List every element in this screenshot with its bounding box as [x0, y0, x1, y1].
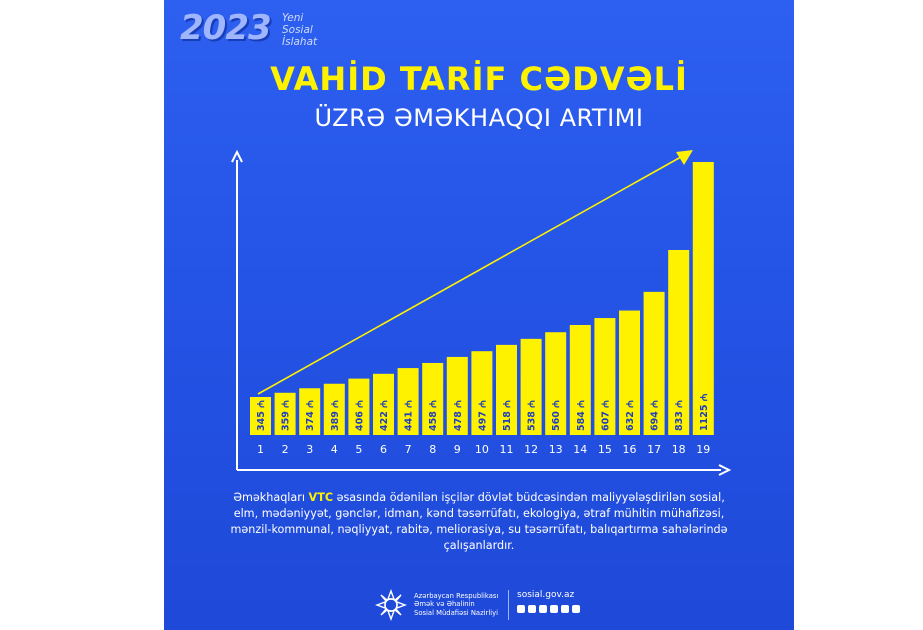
bar	[668, 249, 690, 435]
bar	[299, 388, 321, 435]
tagline-line-3: İslahat	[282, 36, 318, 48]
bar	[373, 373, 394, 435]
x-tick-label: 7	[405, 443, 412, 456]
instagram-icon[interactable]	[528, 605, 536, 613]
bar	[323, 383, 345, 435]
bar	[619, 310, 640, 435]
x-tick-label: 4	[331, 443, 338, 456]
bar-value-label: 441 ₼	[404, 400, 415, 431]
bar	[397, 368, 419, 435]
footer: Azərbaycan Respublikası Əmək və Əhalinin…	[374, 586, 614, 624]
bar-value-label: 518 ₼	[502, 400, 513, 431]
infographic-poster: 2023 Yeni Sosial İslahat VAHİD TARİF CƏD…	[164, 0, 794, 630]
x-tick-label: 8	[429, 443, 436, 456]
tagline-line-2: Sosial	[282, 24, 313, 36]
x-tick-label: 11	[500, 443, 514, 456]
x-tick-label: 3	[306, 443, 313, 456]
bar-value-label: 458 ₼	[428, 400, 439, 431]
x-tick-label: 12	[524, 443, 538, 456]
x-tick-label: 1	[257, 443, 264, 456]
bar-value-label: 374 ₼	[305, 400, 316, 431]
title-line-1: VAHİD TARİF CƏDVƏLİ	[270, 60, 688, 98]
bar	[274, 392, 296, 435]
bar	[643, 291, 665, 435]
y-axis-arrow	[231, 149, 243, 163]
x-tick-label: 6	[380, 443, 387, 456]
bar	[250, 397, 271, 435]
bar	[545, 332, 567, 435]
description-prefix: Əməkhaqları	[233, 491, 309, 504]
twitter-icon[interactable]	[550, 605, 558, 613]
tagline-line-1: Yeni	[282, 12, 304, 24]
bar	[348, 378, 370, 435]
x-tick-label: 10	[475, 443, 489, 456]
x-tick-label: 16	[623, 443, 637, 456]
bar-value-label: 389 ₼	[330, 400, 341, 431]
x-axis-arrow	[718, 464, 732, 476]
trend-arrowhead	[676, 150, 693, 165]
footer-divider	[508, 590, 509, 620]
description-suffix: əsasında ödənilən işçilər dövlət büdcəsi…	[230, 491, 728, 552]
x-tick-label: 9	[454, 443, 461, 456]
year-badge: 2023	[180, 8, 272, 48]
description-highlight: VTC	[308, 491, 334, 504]
trend-line	[257, 152, 689, 395]
bar	[422, 362, 444, 435]
bar	[569, 324, 591, 435]
bar	[471, 351, 493, 435]
description: Əməkhaqları VTC əsasında ödənilən işçilə…	[224, 490, 734, 554]
x-tick-label: 19	[696, 443, 710, 456]
bar-value-label: 538 ₼	[527, 400, 538, 431]
ministry-logo-icon	[375, 589, 407, 621]
social-icons	[517, 605, 580, 613]
ministry-line-3: Sosial Müdafiəsi Nazirliyi	[414, 608, 499, 617]
bar-value-label: 497 ₼	[477, 400, 488, 431]
bar-value-label: 584 ₼	[576, 400, 587, 431]
bar-value-label: 478 ₼	[453, 400, 464, 431]
facebook-icon[interactable]	[517, 605, 525, 613]
telegram-icon[interactable]	[539, 605, 547, 613]
youtube-icon[interactable]	[561, 605, 569, 613]
bar-value-label: 359 ₼	[281, 400, 292, 431]
bar-value-label: 607 ₼	[600, 400, 611, 431]
bar-value-label: 422 ₼	[379, 400, 390, 431]
linkedin-icon[interactable]	[572, 605, 580, 613]
title-line-2: ÜZRƏ ƏMƏKHAQQI ARTIMI	[314, 104, 644, 132]
x-tick-label: 5	[355, 443, 362, 456]
website-link[interactable]: sosial.gov.az	[517, 590, 575, 600]
x-tick-label: 14	[573, 443, 587, 456]
ministry-name: Azərbaycan Respublikası Əmək və Əhalinin…	[414, 592, 498, 617]
ministry-line-2: Əmək və Əhalinin	[414, 600, 475, 609]
bar-value-label: 345 ₼	[256, 400, 267, 431]
tagline: Yeni Sosial İslahat	[282, 12, 317, 48]
x-tick-label: 17	[647, 443, 661, 456]
bar	[692, 162, 714, 435]
bar-value-label: 560 ₼	[551, 400, 562, 431]
salary-bar-chart: 345 ₼ 1 359 ₼ 2 374 ₼ 3 389 ₼ 4 406 ₼ 5 422 ₼ 6 441 …	[231, 149, 732, 476]
x-tick-label: 15	[598, 443, 612, 456]
bar-value-label: 694 ₼	[650, 400, 661, 431]
bar-value-label: 1125 ₼	[699, 393, 710, 431]
bar	[520, 338, 542, 435]
bar	[446, 356, 468, 435]
x-tick-label: 13	[549, 443, 563, 456]
bar	[496, 344, 517, 435]
x-tick-label: 2	[282, 443, 289, 456]
bar-value-label: 632 ₼	[625, 400, 636, 431]
ministry-line-1: Azərbaycan Respublikası	[414, 592, 499, 600]
bar	[594, 318, 616, 435]
bar-value-label: 833 ₼	[674, 400, 685, 431]
x-tick-label: 18	[672, 443, 686, 456]
bar-value-label: 406 ₼	[354, 400, 365, 431]
